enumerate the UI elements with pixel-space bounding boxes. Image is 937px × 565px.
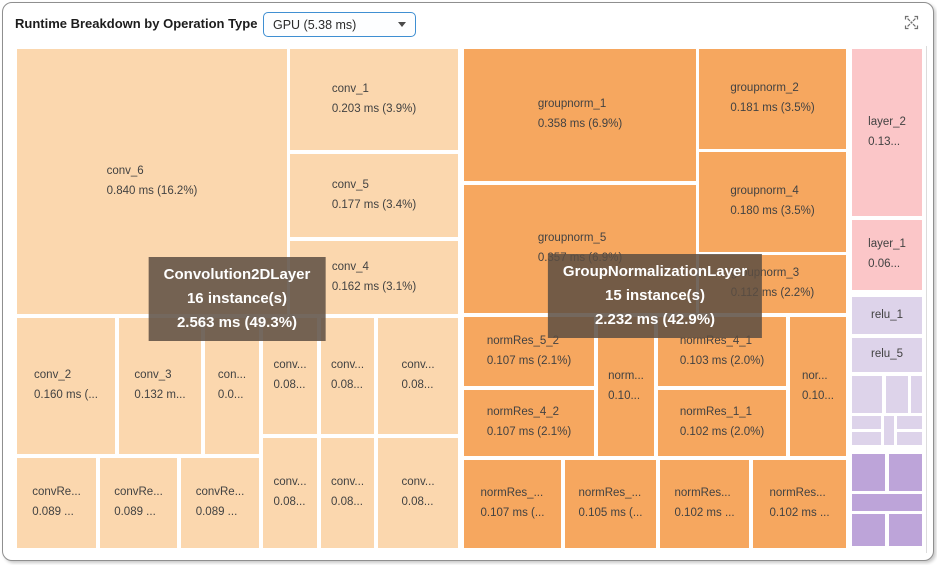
cell-label-text: layer_2 0.13...	[868, 115, 906, 148]
treemap-cell-unlabeled[interactable]	[889, 514, 922, 546]
cell-label-text: normRes_... 0.105 ms (...	[578, 487, 643, 519]
treemap-cell-convre[interactable]: convRe... 0.089 ...	[100, 458, 177, 548]
treemap-cell-conv_5[interactable]: conv_5 0.177 ms (3.4%)	[290, 154, 458, 237]
treemap-cell-layer_2[interactable]: layer_2 0.13...	[852, 49, 922, 216]
treemap: conv_6 0.840 ms (16.2%) conv_1 0.203 ms (3.…	[15, 46, 927, 553]
treemap-cell-relu_5[interactable]: relu_5	[852, 338, 922, 372]
treemap-cell-normres[interactable]: normRes... 0.102 ms ...	[753, 460, 846, 548]
cell-label-text: conv_2 0.160 ms (...	[34, 369, 98, 401]
treemap-cell-unlabeled[interactable]	[889, 454, 922, 491]
treemap-cell-conv_2[interactable]: conv_2 0.160 ms (...	[17, 318, 115, 454]
treemap-cell-unlabeled[interactable]	[852, 454, 885, 491]
treemap-cell-layer_1[interactable]: layer_1 0.06...	[852, 220, 922, 290]
cell-label-text: conv_6 0.840 ms (16.2%)	[106, 164, 198, 197]
group-overlay-groupnormalizationlayer: GroupNormalizationLayer 15 instance(s) 2.2…	[547, 254, 763, 338]
treemap-cell-normres[interactable]: normRes... 0.102 ms ...	[660, 460, 749, 548]
treemap-cell-conv_1[interactable]: conv_1 0.203 ms (3.9%)	[290, 49, 458, 150]
treemap-cell-unlabeled[interactable]	[897, 432, 922, 445]
treemap-cell-convre[interactable]: convRe... 0.089 ...	[181, 458, 259, 548]
cell-label-text: relu_1	[871, 308, 903, 321]
cell-label-text: conv... 0.08...	[401, 359, 435, 391]
cell-label-text: normRes... 0.102 ms ...	[769, 487, 830, 519]
treemap-cell-unlabeled[interactable]	[886, 376, 908, 413]
treemap-cell-normres_[interactable]: normRes_... 0.107 ms (...	[464, 460, 561, 548]
cell-label-text: convRe... 0.089 ...	[195, 486, 245, 518]
treemap-cell-nor[interactable]: nor... 0.10...	[790, 317, 846, 456]
cell-label-text: normRes_4_2 0.107 ms (2.1%)	[486, 406, 572, 438]
treemap-cell-normres_[interactable]: normRes_... 0.105 ms (...	[565, 460, 656, 548]
cell-label-text: groupnorm_4 0.180 ms (3.5%)	[730, 185, 815, 217]
chevron-down-icon	[398, 22, 406, 27]
treemap-cell-unlabeled[interactable]	[852, 376, 882, 413]
treemap-cell-conv[interactable]: conv... 0.08...	[378, 438, 458, 548]
cell-label-text: con... 0.0...	[217, 369, 247, 401]
cell-label-text: groupnorm_2 0.181 ms (3.5%)	[730, 82, 815, 114]
treemap-cell-normres_4_2[interactable]: normRes_4_2 0.107 ms (2.1%)	[464, 390, 594, 456]
cell-label-text: normRes... 0.102 ms ...	[674, 487, 735, 519]
cell-label-text: conv... 0.08...	[330, 476, 365, 508]
cell-label-text: convRe... 0.089 ...	[114, 486, 163, 518]
cell-label-text: convRe... 0.089 ...	[32, 486, 81, 518]
expand-icon[interactable]	[903, 14, 920, 31]
device-dropdown-value: GPU (5.38 ms)	[273, 17, 357, 32]
treemap-cell-unlabeled[interactable]	[884, 416, 894, 445]
cell-label-text: conv_3 0.132 m...	[134, 369, 186, 401]
cell-label-text: conv_5 0.177 ms (3.4%)	[331, 178, 417, 211]
treemap-cell-groupnorm_4[interactable]: groupnorm_4 0.180 ms (3.5%)	[699, 152, 846, 252]
treemap-cell-conv[interactable]: conv... 0.08...	[321, 438, 374, 548]
treemap-cell-conv[interactable]: conv... 0.08...	[321, 318, 374, 434]
device-dropdown[interactable]: GPU (5.38 ms)	[263, 12, 416, 37]
treemap-cell-convre[interactable]: convRe... 0.089 ...	[17, 458, 96, 548]
cell-label-text: normRes_... 0.107 ms (...	[480, 487, 545, 519]
cell-label-text: layer_1 0.06...	[868, 238, 906, 270]
cell-label-text: conv... 0.08...	[401, 476, 435, 508]
treemap-cell-unlabeled[interactable]	[852, 514, 885, 546]
treemap-cell-groupnorm_2[interactable]: groupnorm_2 0.181 ms (3.5%)	[699, 49, 846, 149]
cell-label-text: nor... 0.10...	[802, 369, 834, 402]
treemap-cell-unlabeled[interactable]	[911, 376, 922, 413]
treemap-cell-unlabeled[interactable]	[897, 416, 922, 429]
cell-label-text: conv_4 0.162 ms (3.1%)	[331, 260, 417, 293]
cell-label-text: conv... 0.08...	[273, 476, 307, 508]
treemap-cell-relu_1[interactable]: relu_1	[852, 297, 922, 334]
cell-label-text: conv_1 0.203 ms (3.9%)	[331, 82, 417, 115]
treemap-cell-unlabeled[interactable]	[852, 494, 922, 511]
treemap-cell-conv[interactable]: conv... 0.08...	[378, 318, 458, 434]
panel-title: Runtime Breakdown by Operation Type	[15, 16, 258, 31]
treemap-cell-groupnorm_1[interactable]: groupnorm_1 0.358 ms (6.9%)	[464, 49, 696, 181]
treemap-cell-unlabeled[interactable]	[852, 416, 881, 429]
treemap-cell-conv[interactable]: conv... 0.08...	[263, 438, 317, 548]
treemap-cell-normres_1_1[interactable]: normRes_1_1 0.102 ms (2.0%)	[658, 390, 786, 456]
cell-label-text: groupnorm_1 0.358 ms (6.9%)	[537, 98, 623, 130]
treemap-cell-norm[interactable]: norm... 0.10...	[598, 317, 654, 456]
cell-label-text: conv... 0.08...	[330, 359, 365, 391]
cell-label-text: normRes_1_1 0.102 ms (2.0%)	[679, 406, 765, 438]
cell-label-text: norm... 0.10...	[608, 369, 644, 402]
cell-label-text: relu_5	[871, 348, 903, 361]
cell-label-text: normRes_5_2 0.107 ms (2.1%)	[486, 334, 572, 367]
cell-label-text: conv... 0.08...	[273, 359, 307, 391]
group-overlay-convolution2dlayer: Convolution2DLayer 16 instance(s) 2.563 ms…	[148, 257, 326, 341]
treemap-cell-unlabeled[interactable]	[852, 432, 881, 445]
